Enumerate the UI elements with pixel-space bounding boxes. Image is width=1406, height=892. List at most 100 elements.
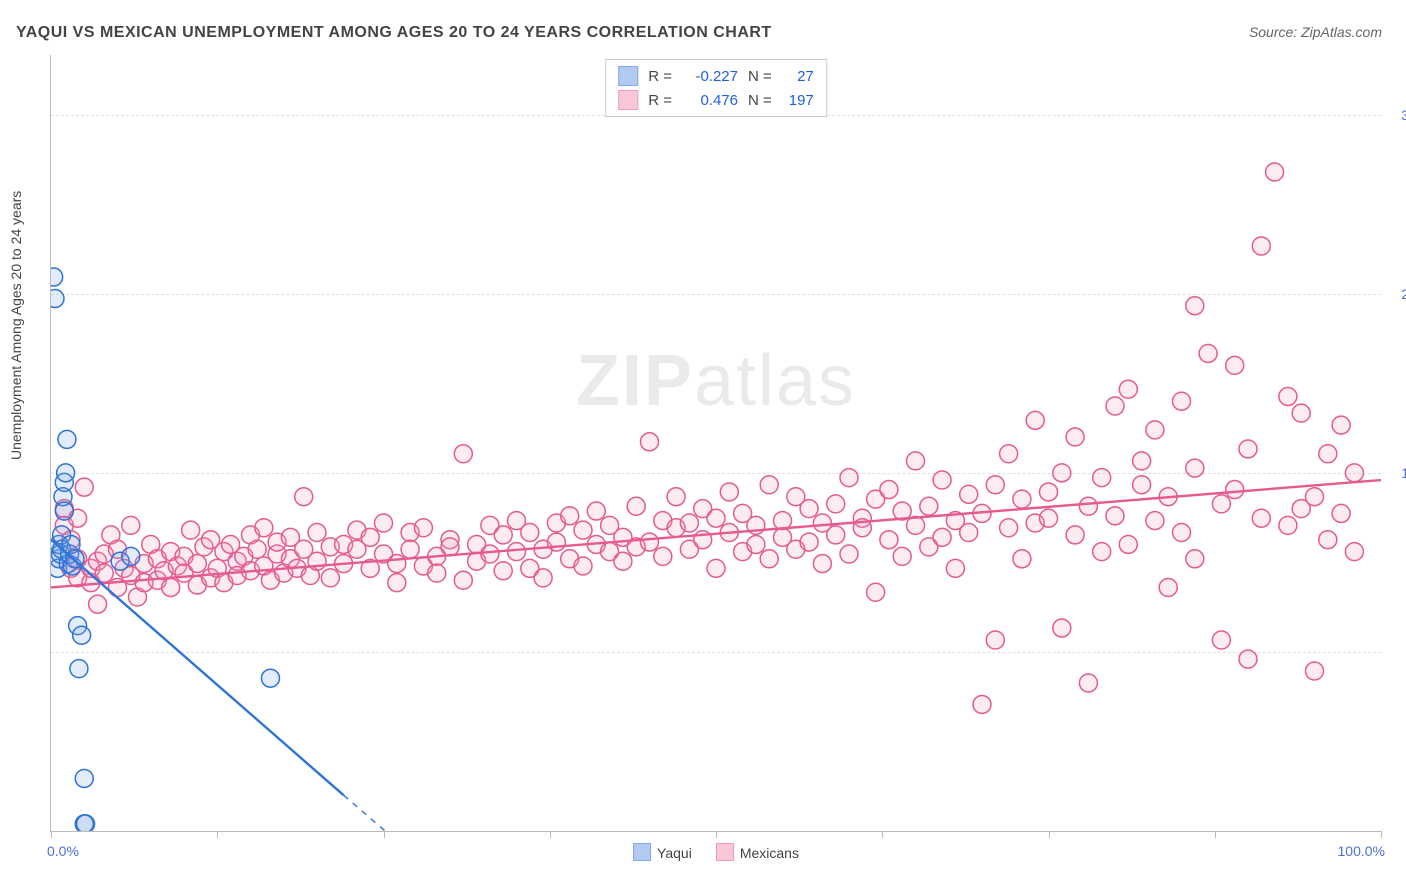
legend-item: Yaqui xyxy=(633,843,692,861)
data-point xyxy=(122,516,140,534)
data-point xyxy=(960,485,978,503)
data-point xyxy=(574,521,592,539)
data-point xyxy=(1000,445,1018,463)
legend-label: Mexicans xyxy=(740,845,799,861)
data-point xyxy=(508,543,526,561)
data-point xyxy=(986,476,1004,494)
data-point xyxy=(308,524,326,542)
data-point xyxy=(1226,356,1244,374)
chart-title: YAQUI VS MEXICAN UNEMPLOYMENT AMONG AGES… xyxy=(16,24,772,42)
data-point xyxy=(1279,516,1297,534)
data-point xyxy=(1066,526,1084,544)
stat-n-value: 27 xyxy=(782,68,814,85)
data-point xyxy=(800,500,818,518)
data-point xyxy=(1106,507,1124,525)
data-point xyxy=(1013,490,1031,508)
data-point xyxy=(534,569,552,587)
data-point xyxy=(893,547,911,565)
data-point xyxy=(946,559,964,577)
data-point xyxy=(1119,380,1137,398)
data-point xyxy=(654,547,672,565)
data-point xyxy=(1133,476,1151,494)
data-point xyxy=(1226,481,1244,499)
data-point xyxy=(494,526,512,544)
data-point xyxy=(1306,488,1324,506)
data-point xyxy=(720,483,738,501)
x-tick xyxy=(716,831,717,838)
data-point xyxy=(295,488,313,506)
data-point xyxy=(667,488,685,506)
data-point xyxy=(840,469,858,487)
data-point xyxy=(454,445,472,463)
data-point xyxy=(188,555,206,573)
data-point xyxy=(481,545,499,563)
data-point xyxy=(1106,397,1124,415)
data-point xyxy=(960,524,978,542)
data-point xyxy=(494,562,512,580)
stat-label: N = xyxy=(748,92,772,109)
series-swatch xyxy=(716,843,734,861)
data-point xyxy=(813,555,831,573)
data-point xyxy=(907,452,925,470)
data-point xyxy=(57,464,75,482)
data-point xyxy=(75,769,93,787)
data-point xyxy=(1186,297,1204,315)
y-tick-label: 30.0% xyxy=(1386,107,1406,123)
data-point xyxy=(122,547,140,565)
data-point xyxy=(182,521,200,539)
data-point xyxy=(75,478,93,496)
data-point xyxy=(973,695,991,713)
data-point xyxy=(1173,392,1191,410)
data-point xyxy=(248,540,266,558)
data-point xyxy=(1026,411,1044,429)
data-point xyxy=(561,507,579,525)
x-tick-label: 0.0% xyxy=(47,843,79,859)
data-point xyxy=(1040,509,1058,527)
data-point xyxy=(1053,464,1071,482)
x-tick xyxy=(882,831,883,838)
data-point xyxy=(70,660,88,678)
y-tick-label: 15.0% xyxy=(1386,465,1406,481)
plot-area: ZIPatlas 7.5%15.0%22.5%30.0% 0.0%100.0% … xyxy=(50,55,1381,832)
stat-r-value: 0.476 xyxy=(682,92,738,109)
data-point xyxy=(401,540,419,558)
data-point xyxy=(1306,662,1324,680)
stats-row: R =-0.227N =27 xyxy=(618,64,814,88)
data-point xyxy=(1266,163,1284,181)
data-point xyxy=(1119,535,1137,553)
data-point xyxy=(375,514,393,532)
data-point xyxy=(261,669,279,687)
data-point xyxy=(641,433,659,451)
data-point xyxy=(77,815,95,831)
data-point xyxy=(73,626,91,644)
data-point xyxy=(1319,531,1337,549)
data-point xyxy=(1040,483,1058,501)
data-point xyxy=(255,519,273,537)
data-point xyxy=(1079,674,1097,692)
data-point xyxy=(1239,650,1257,668)
data-point xyxy=(51,290,64,308)
data-point xyxy=(800,533,818,551)
data-point xyxy=(933,471,951,489)
data-point xyxy=(707,509,725,527)
data-point xyxy=(454,571,472,589)
data-point xyxy=(827,495,845,513)
data-point xyxy=(414,519,432,537)
data-point xyxy=(162,578,180,596)
data-point xyxy=(58,430,76,448)
data-point xyxy=(1332,416,1350,434)
data-point xyxy=(587,502,605,520)
source-attribution: Source: ZipAtlas.com xyxy=(1249,24,1382,40)
data-point xyxy=(707,559,725,577)
data-point xyxy=(1292,404,1310,422)
data-point xyxy=(1252,237,1270,255)
data-point xyxy=(1186,459,1204,477)
data-point xyxy=(1053,619,1071,637)
stat-label: R = xyxy=(648,92,672,109)
y-tick-label: 22.5% xyxy=(1386,286,1406,302)
data-point xyxy=(760,550,778,568)
data-point xyxy=(574,557,592,575)
data-point xyxy=(1186,550,1204,568)
data-point xyxy=(1199,344,1217,362)
data-point xyxy=(920,497,938,515)
